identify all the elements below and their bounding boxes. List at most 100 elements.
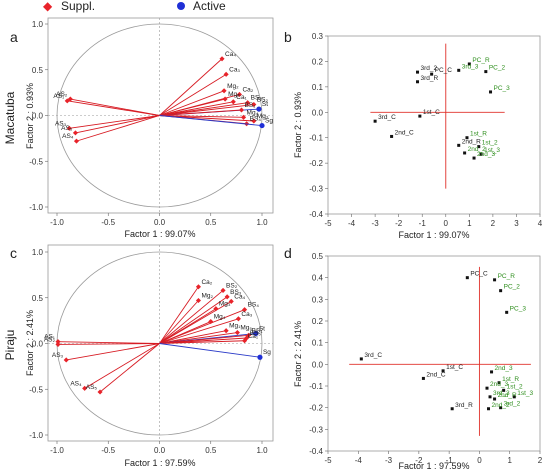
panel-b-score-point — [489, 90, 493, 94]
panel-b-frame — [327, 35, 541, 215]
panel-d-score-label: 1st_2 — [507, 383, 523, 390]
panel-a-vector — [159, 58, 223, 116]
panel-c-point-label: Mg₄ — [214, 314, 226, 321]
panel-b-score-point — [477, 145, 481, 149]
panel-d-score-label: 3rd_C — [364, 352, 382, 359]
panel-b-score-label: 3rd_2 — [421, 65, 438, 72]
panel-d-y-tick-label: 0.1 — [312, 339, 324, 348]
panel-c-x-tick-label: 0.0 — [154, 446, 166, 455]
panel-a-point-label: Mg₃ — [257, 113, 269, 120]
panel-b-score-label: PC_2 — [489, 65, 506, 72]
panel-b-score-point — [465, 136, 469, 140]
panel-a-point-label: Mg₂ — [227, 83, 239, 90]
panel-a-suppl-point — [67, 96, 73, 102]
panel-b-score-point — [430, 72, 434, 76]
panel-a-point-label: Ca₄ — [225, 51, 236, 58]
panel-d-score-label: 2nd_3 — [490, 381, 508, 388]
panel-a-x-title: Factor 1 : 99.07% — [124, 229, 195, 239]
suppl-legend-label: Suppl. — [61, 0, 95, 13]
panel-c-vector — [159, 340, 245, 344]
panel-d-x-tick-label: -1 — [446, 456, 454, 465]
panel-b-x-tick-label: 4 — [538, 219, 543, 228]
panel-c-point-label: BS₄ — [248, 302, 260, 309]
panel-b-score-label: 2nd_2 — [468, 146, 486, 153]
panel-c-y-tick-label: -0.5 — [29, 385, 43, 394]
panel-c-point-label: Mg₅ — [240, 325, 252, 332]
panel-b-score-point — [457, 68, 461, 72]
panel-a-point-label: Mg₁ — [228, 91, 240, 98]
panel-b-x-tick-label: -5 — [324, 219, 332, 228]
panel-a-vector — [159, 90, 225, 116]
panel-d-y-tick-label: 0.2 — [312, 317, 324, 326]
panel-c-suppl-point — [224, 294, 230, 300]
panel-a-point-label: AS₁ — [53, 93, 65, 100]
panel-b-y-tick-label: -0.1 — [309, 134, 323, 143]
panel-b-x-tick-label: -2 — [395, 219, 403, 228]
panel-c-point-label: AS₄ — [70, 380, 82, 387]
panel-d-score-point — [497, 381, 501, 385]
panel-c-vector — [159, 296, 228, 344]
panel-letter-d: d — [284, 245, 292, 261]
panel-d-y-tick-label: -0.2 — [309, 404, 323, 413]
panel-b-x-tick-label: 3 — [514, 219, 519, 228]
panel-a-vector — [76, 115, 160, 142]
panel-d-x-title: Factor 1 : 97.59% — [398, 461, 469, 471]
panel-b-score-point — [484, 70, 488, 74]
panel-d-score-point — [499, 289, 503, 293]
panel-b-y-tick-label: 0.1 — [312, 83, 324, 92]
panel-a-suppl-point — [219, 56, 225, 62]
panel-d-y-tick-label: 0.3 — [312, 295, 324, 304]
panel-a-suppl-point — [221, 88, 227, 94]
panel-c-suppl-point — [63, 357, 69, 363]
panel-d-score-point — [450, 407, 454, 411]
panel-a-vector — [75, 115, 160, 134]
panel-d-score-point — [488, 395, 492, 399]
legend: ◆ Suppl. Active — [43, 0, 226, 13]
panel-c-vector — [159, 318, 239, 344]
panel-c-suppl-point — [228, 298, 234, 304]
panel-b-score-point — [373, 119, 377, 123]
panel-d-y-title: Factor 2 : 2.41% — [293, 321, 303, 387]
panel-b-score-label: PC_C — [435, 67, 453, 74]
active-legend-label: Active — [193, 0, 226, 13]
panel-c-point-label: St — [259, 325, 265, 332]
panel-a-point-label: AS₃ — [55, 120, 67, 127]
panel-c-suppl-point — [195, 284, 201, 290]
panel-a-point-label: Ca₂ — [242, 86, 253, 93]
panel-c-x-title: Factor 1 : 97.59% — [124, 458, 195, 468]
panel-c-point-label: Ca₂ — [201, 279, 212, 286]
panel-b-score-label: 2nd_C — [395, 129, 414, 136]
panel-b-score-point — [467, 62, 471, 66]
panel-c-vector — [58, 343, 160, 345]
panel-c-suppl-point — [55, 341, 61, 347]
panel-d-x-tick-label: 2 — [538, 456, 543, 465]
panel-letter-b: b — [284, 29, 292, 45]
panel-b-score-point — [416, 70, 420, 74]
panel-b-score-point — [390, 134, 394, 138]
panel-c-point-label: Ca₄ — [234, 293, 245, 300]
panel-b-score-label: 1st_2 — [482, 140, 498, 147]
panel-c-vector — [159, 321, 211, 344]
panel-a-x-tick-label: -0.5 — [101, 218, 115, 227]
panel-d-score-label: 2nd_3 — [495, 365, 513, 372]
panel-c-point-label: Ca₃ — [241, 311, 252, 318]
panel-a-vector — [70, 98, 160, 116]
panel-a-x-tick-label: -1.0 — [50, 218, 64, 227]
panel-b-x-tick-label: 2 — [491, 219, 496, 228]
panel-a-vector — [159, 73, 227, 116]
panel-a-y-tick-label: 0.5 — [32, 66, 44, 75]
panel-letter-a: a — [10, 29, 18, 45]
panel-b-score-point — [457, 143, 461, 147]
panel-b-x-tick-label: -1 — [419, 219, 427, 228]
panel-a-vector — [159, 101, 234, 116]
panel-a-side-label: Macatuba — [3, 91, 17, 144]
panel-a-point-label: AS₅ — [61, 125, 73, 132]
panel-d-score-label: 2nd_2 — [492, 402, 510, 409]
panel-b-score-label: 1st_R — [470, 131, 487, 138]
panel-a-vector — [159, 115, 244, 118]
panel-b-x-tick-label: -4 — [348, 219, 356, 228]
panel-c-point-label: AS₅ — [86, 384, 98, 391]
panel-c-vector — [159, 343, 261, 358]
